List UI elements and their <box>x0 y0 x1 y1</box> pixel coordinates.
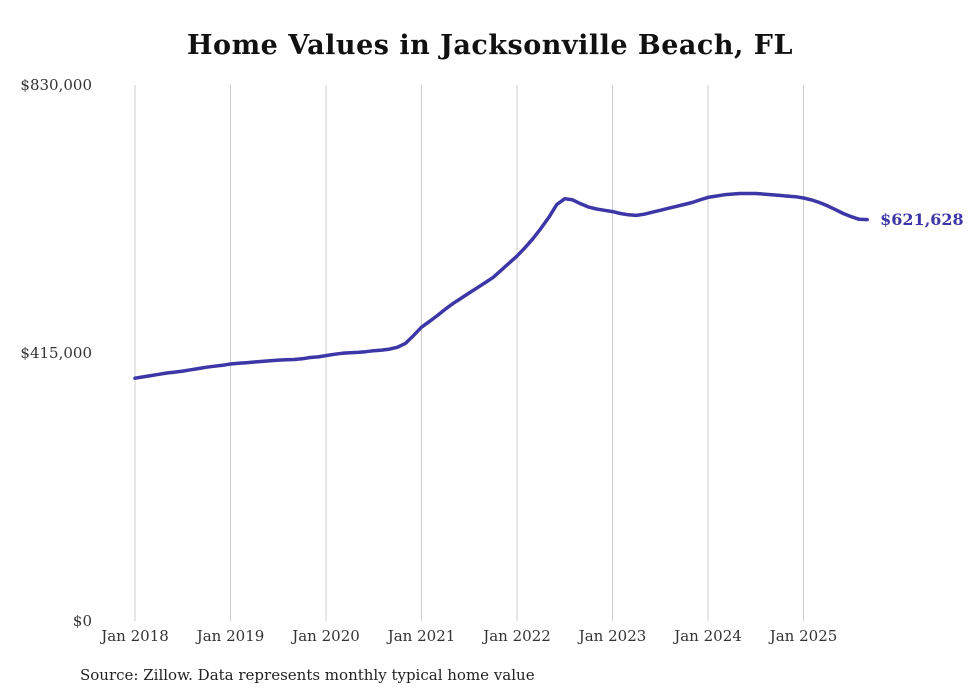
source-note: Source: Zillow. Data represents monthly … <box>80 666 535 684</box>
x-axis-tick-2019: Jan 2019 <box>196 627 265 645</box>
x-axis-tick-2018: Jan 2018 <box>101 627 169 645</box>
x-axis-tick-2024: Jan 2024 <box>674 627 742 645</box>
y-axis-tick-830000: $830,000 <box>20 76 92 94</box>
chart-title: Home Values in Jacksonville Beach, FL <box>187 30 793 61</box>
y-axis-tick-0: $0 <box>72 612 92 630</box>
x-axis-tick-2022: Jan 2022 <box>483 627 551 645</box>
end-value-label: $621,628 <box>880 209 964 229</box>
home-value-line <box>133 191 869 380</box>
x-axis-tick-2025: Jan 2025 <box>769 627 838 645</box>
x-axis-tick-2020: Jan 2020 <box>292 627 360 645</box>
x-axis-tick-2023: Jan 2023 <box>578 627 647 645</box>
y-axis-tick-415000: $415,000 <box>20 344 92 362</box>
x-axis-tick-2021: Jan 2021 <box>387 627 456 645</box>
